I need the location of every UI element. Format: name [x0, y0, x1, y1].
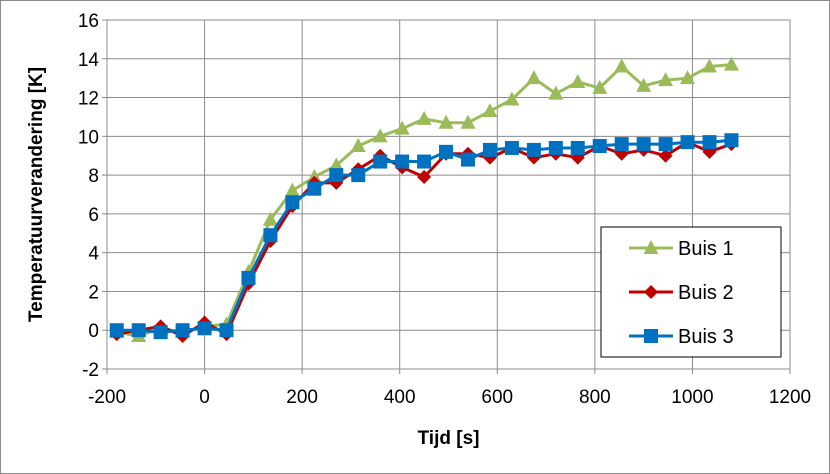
data-point-square: [175, 323, 190, 338]
data-point-diamond: [417, 170, 432, 185]
x-tick-label: 1000: [671, 387, 713, 408]
data-point-triangle: [438, 114, 454, 129]
x-axis-ticks: -200 0 200 400 600 800 1000 1200: [88, 369, 811, 408]
data-point-square: [644, 329, 658, 343]
data-point-square: [285, 195, 300, 210]
data-point-square: [307, 181, 322, 196]
data-point-square: [219, 323, 234, 338]
data-point-square: [504, 140, 519, 155]
y-tick-label: 12: [78, 89, 99, 110]
x-axis-title: Tijd [s]: [418, 428, 480, 449]
data-point-square: [395, 154, 410, 169]
x-tick-label: 800: [579, 387, 611, 408]
x-tick-label: 0: [199, 387, 210, 408]
data-point-square: [526, 142, 541, 157]
y-tick-label: 16: [78, 11, 99, 32]
data-point-square: [636, 137, 651, 152]
data-point-square: [197, 321, 212, 336]
data-point-square: [131, 323, 146, 338]
data-point-triangle: [526, 70, 542, 85]
legend-item-2: Buis 2: [629, 282, 734, 304]
data-point-square: [702, 135, 717, 150]
data-point-triangle: [394, 120, 410, 135]
data-point-triangle: [723, 56, 739, 71]
y-tick-label: 4: [88, 244, 99, 265]
y-tick-label: 8: [88, 166, 99, 187]
legend-item-3: Buis 3: [629, 326, 734, 348]
x-tick-label: 200: [286, 387, 318, 408]
data-point-square: [329, 168, 344, 183]
data-point-triangle: [636, 77, 652, 92]
data-point-square: [373, 154, 388, 169]
data-point-square: [417, 154, 432, 169]
legend-label: Buis 1: [678, 238, 734, 260]
data-point-triangle: [658, 72, 674, 87]
data-point-square: [482, 142, 497, 157]
x-tick-label: 600: [481, 387, 513, 408]
series-3: [109, 133, 739, 340]
data-point-square: [614, 137, 629, 152]
data-point-square: [241, 270, 256, 285]
data-point-square: [658, 137, 673, 152]
data-point-triangle: [284, 182, 300, 197]
y-tick-label: 14: [78, 50, 100, 71]
data-point-square: [109, 323, 124, 338]
series-layer: [109, 56, 739, 344]
data-point-triangle: [328, 157, 344, 172]
y-axis-title: Temperatuurverandering [K]: [26, 67, 47, 322]
y-tick-label: -2: [82, 360, 99, 381]
data-point-triangle: [592, 79, 608, 94]
data-point-triangle: [702, 58, 718, 73]
data-point-square: [461, 152, 476, 167]
data-point-triangle: [643, 240, 659, 254]
data-point-square: [351, 168, 366, 183]
x-tick-label: -200: [88, 387, 126, 408]
data-point-square: [263, 228, 278, 243]
data-point-square: [592, 139, 607, 154]
data-point-triangle: [504, 91, 520, 106]
legend: Buis 1 Buis 2 Buis 3: [600, 226, 782, 358]
data-point-square: [548, 140, 563, 155]
y-tick-label: 0: [88, 321, 99, 342]
x-tick-label: 1200: [769, 387, 811, 408]
data-point-triangle: [416, 110, 432, 125]
legend-item-1: Buis 1: [629, 238, 734, 260]
data-point-square: [680, 135, 695, 150]
y-tick-label: 10: [78, 127, 99, 148]
data-point-square: [570, 140, 585, 155]
data-point-square: [724, 133, 739, 148]
data-point-triangle: [262, 211, 278, 226]
data-point-triangle: [460, 114, 476, 129]
y-tick-label: 6: [88, 205, 99, 226]
legend-label: Buis 3: [678, 326, 734, 348]
plot-border: [106, 19, 791, 370]
data-point-triangle: [548, 85, 564, 100]
x-tick-label: 400: [384, 387, 416, 408]
data-point-diamond: [644, 285, 658, 299]
data-point-triangle: [614, 58, 630, 73]
y-tick-label: 2: [88, 282, 99, 303]
data-point-triangle: [680, 70, 696, 85]
legend-label: Buis 2: [678, 282, 734, 304]
data-point-triangle: [570, 74, 586, 89]
data-point-square: [439, 144, 454, 159]
data-point-square: [153, 325, 168, 340]
data-point-triangle: [372, 128, 388, 143]
y-axis-ticks: -2 0 2 4 6 8 10 12 14 16: [78, 11, 107, 381]
data-point-triangle: [350, 138, 366, 153]
data-point-triangle: [482, 103, 498, 118]
data-point-diamond: [658, 148, 673, 163]
